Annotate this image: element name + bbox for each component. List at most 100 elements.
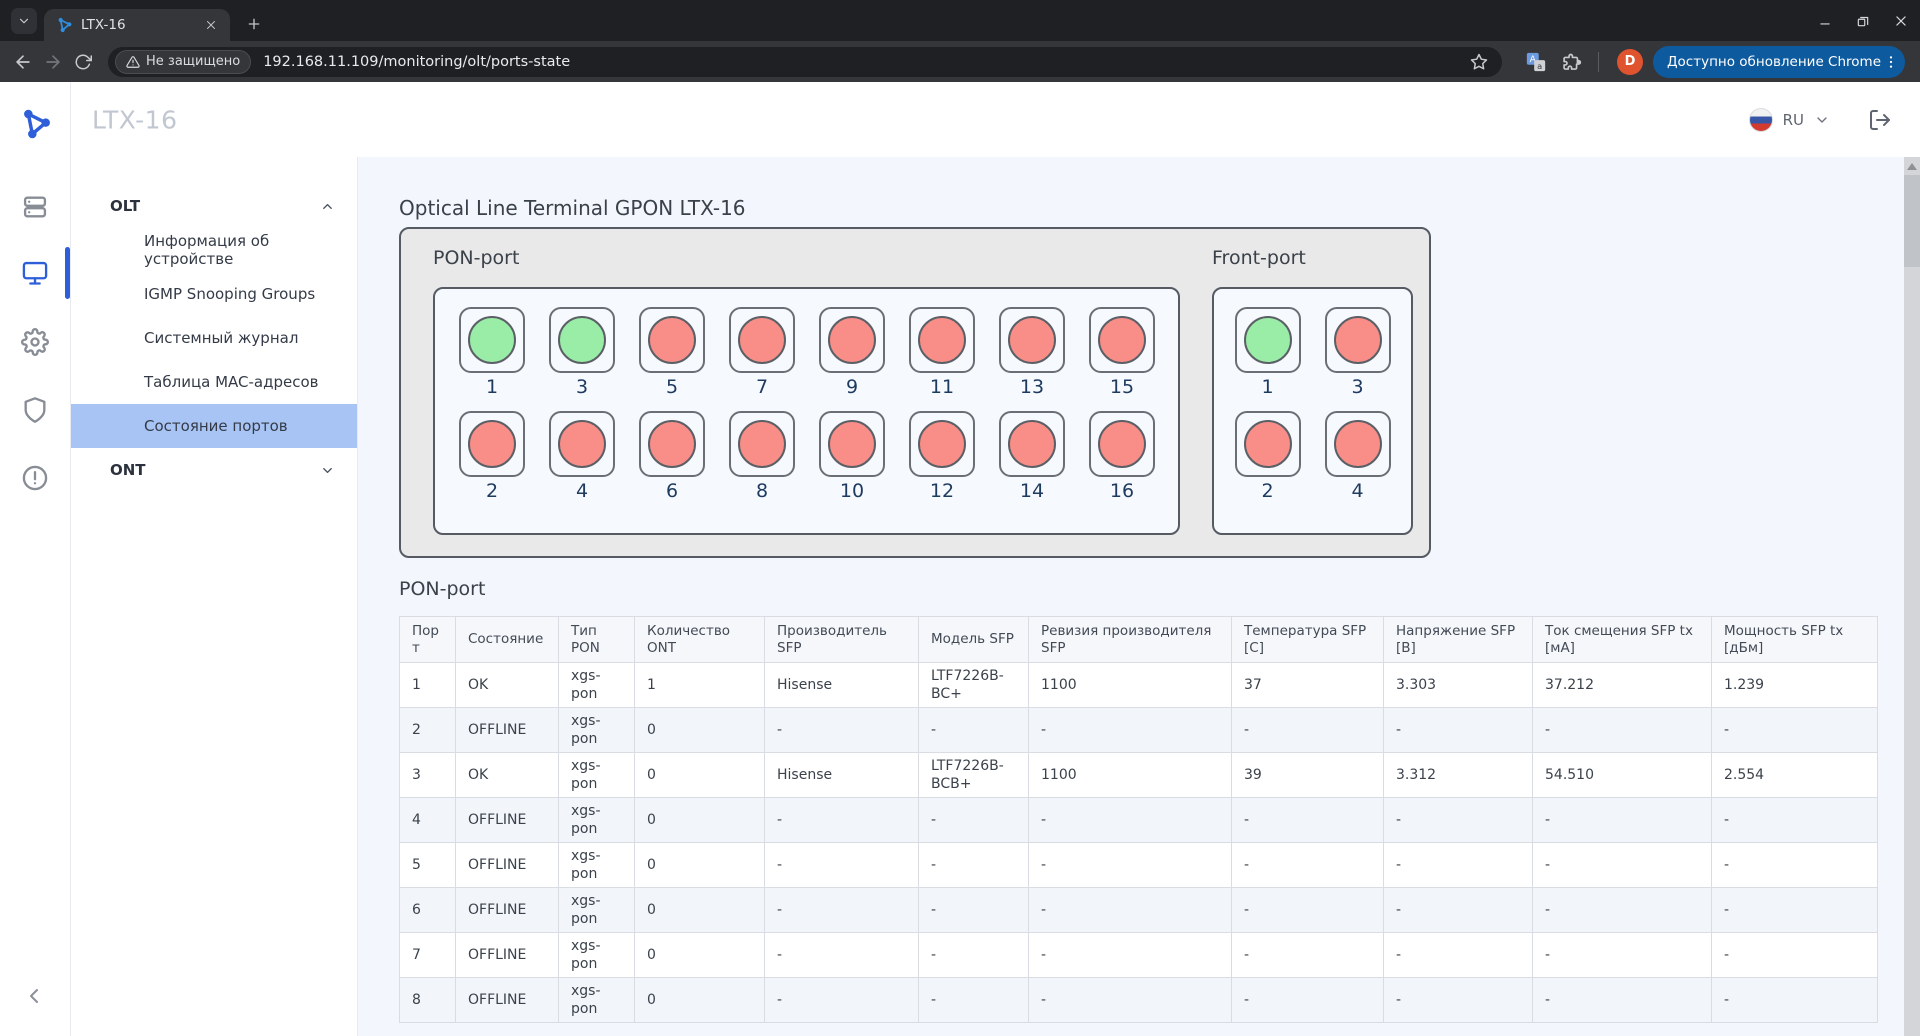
- table-cell: -: [918, 977, 1029, 1023]
- scrollbar-up-arrow[interactable]: [1907, 163, 1917, 170]
- port-cell: 3: [549, 307, 615, 399]
- table-cell: OFFLINE: [455, 977, 559, 1023]
- port-indicator: [549, 307, 615, 373]
- scrollbar-thumb[interactable]: [1904, 175, 1920, 267]
- ports-table: Порт Состояние Тип PON Количество ONT Произв…: [399, 616, 1878, 1023]
- bookmark-star-icon[interactable]: [1470, 53, 1488, 71]
- table-cell: 2: [399, 707, 456, 753]
- port-cell: 8: [729, 411, 795, 503]
- forward-button[interactable]: [40, 49, 66, 75]
- port-status-lamp: [1098, 420, 1146, 468]
- table-cell: xgs-pon: [558, 662, 635, 708]
- table-cell: -: [1028, 887, 1232, 933]
- address-bar[interactable]: Не защищено 192.168.11.109/monitoring/ol…: [108, 46, 1502, 77]
- window-restore-button[interactable]: [1852, 10, 1874, 32]
- table-cell: -: [1711, 887, 1878, 933]
- window-minimize-button[interactable]: [1814, 10, 1836, 32]
- table-cell: -: [764, 797, 919, 843]
- table-cell: 37: [1231, 662, 1384, 708]
- alerts-icon[interactable]: [21, 464, 49, 492]
- browser-menu-icon[interactable]: [1881, 50, 1901, 74]
- table-cell: -: [1231, 887, 1384, 933]
- sidebar-item-label: Системный журнал: [144, 329, 299, 347]
- table-row: 1 OK xgs-pon 1 Hisense LTF7226B-BC+ 1100 37 3.30…: [399, 662, 1878, 708]
- port-indicator: [909, 307, 975, 373]
- new-tab-button[interactable]: [240, 10, 268, 38]
- port-cell: 4: [1324, 411, 1391, 503]
- tab-close-icon[interactable]: [202, 16, 220, 34]
- sidebar-group-olt[interactable]: OLT: [71, 184, 357, 228]
- port-status-lamp: [1333, 316, 1382, 364]
- profile-avatar[interactable]: D: [1617, 48, 1643, 75]
- port-indicator: [459, 411, 525, 477]
- svg-text:a: a: [1537, 60, 1542, 70]
- chevron-up-icon: [320, 199, 335, 214]
- app-header: LTX-16 RU: [0, 82, 1920, 157]
- port-number: 12: [929, 480, 955, 502]
- chevron-down-icon[interactable]: [1814, 112, 1830, 128]
- port-status-lamp: [558, 316, 606, 364]
- table-cell: 37.212: [1532, 662, 1712, 708]
- port-status-lamp: [828, 316, 876, 364]
- sidebar-item-ports-state[interactable]: Состояние портов: [71, 404, 357, 448]
- extensions-puzzle-icon[interactable]: [1560, 50, 1584, 74]
- table-header-row: Порт Состояние Тип PON Количество ONT Произв…: [399, 616, 1878, 663]
- sidebar-group-ont[interactable]: ONT: [71, 448, 357, 492]
- table-cell: OFFLINE: [455, 797, 559, 843]
- port-number: 6: [665, 480, 679, 502]
- table-cell: -: [918, 797, 1029, 843]
- logout-icon[interactable]: [1868, 108, 1892, 132]
- table-cell: -: [764, 707, 919, 753]
- sidebar-item-mac-table[interactable]: Таблица MAC-адресов: [71, 360, 357, 404]
- sidebar-collapse-button[interactable]: [22, 984, 48, 1010]
- port-status-lamp: [1008, 316, 1056, 364]
- table-cell: OFFLINE: [455, 842, 559, 888]
- port-indicator: [1324, 307, 1391, 373]
- port-indicator: [999, 411, 1065, 477]
- devices-icon[interactable]: [21, 193, 49, 221]
- translate-icon[interactable]: A a: [1524, 50, 1548, 74]
- chrome-update-button[interactable]: Доступно обновление Chrome: [1653, 45, 1905, 78]
- table-cell: 7: [399, 932, 456, 978]
- sidebar-item-system-log[interactable]: Системный журнал: [71, 316, 357, 360]
- table-cell: 54.510: [1532, 752, 1712, 798]
- table-cell: Hisense: [764, 662, 919, 708]
- reload-button[interactable]: [70, 49, 96, 75]
- column-header: Напряжение SFP [B]: [1383, 616, 1533, 663]
- language-selector[interactable]: RU: [1782, 110, 1804, 129]
- chevron-down-icon: [320, 463, 335, 478]
- table-cell: -: [1028, 707, 1232, 753]
- sidebar-group-label: OLT: [110, 197, 141, 215]
- page-scrollbar[interactable]: [1904, 157, 1920, 1036]
- settings-gear-icon[interactable]: [21, 328, 49, 356]
- port-number: 2: [1261, 480, 1274, 502]
- sidebar-menu: OLT Информация об устройстве IGMP Snoopi…: [71, 157, 358, 1036]
- security-shield-icon[interactable]: [21, 396, 49, 424]
- sidebar-item-label: IGMP Snooping Groups: [144, 285, 316, 303]
- port-number: 15: [1109, 376, 1135, 398]
- table-cell: -: [1028, 977, 1232, 1023]
- port-status-lamp: [1098, 316, 1146, 364]
- table-cell: 8: [399, 977, 456, 1023]
- table-cell: 6: [399, 887, 456, 933]
- port-status-lamp: [1008, 420, 1056, 468]
- back-button[interactable]: [10, 49, 36, 75]
- port-number: 2: [485, 480, 499, 502]
- table-row: 8 OFFLINE xgs-pon 0- - - - - - -: [399, 977, 1878, 1023]
- monitoring-icon[interactable]: [21, 259, 49, 287]
- toolbar-divider: [1598, 51, 1599, 72]
- table-cell: -: [1711, 842, 1878, 888]
- table-cell: -: [764, 887, 919, 933]
- tab-search-button[interactable]: [11, 8, 37, 34]
- port-number: 4: [575, 480, 589, 502]
- url-text[interactable]: 192.168.11.109/monitoring/olt/ports-stat…: [263, 53, 571, 70]
- sidebar-item-igmp-snooping[interactable]: IGMP Snooping Groups: [71, 272, 357, 316]
- chrome-update-label: Доступно обновление Chrome: [1667, 53, 1881, 70]
- port-indicator: [819, 411, 885, 477]
- browser-tab[interactable]: LTX-16: [44, 9, 230, 41]
- port-cell: 2: [1234, 411, 1301, 503]
- security-chip[interactable]: Не защищено: [115, 49, 252, 74]
- window-close-button[interactable]: [1890, 10, 1912, 32]
- sidebar-item-device-info[interactable]: Информация об устройстве: [71, 228, 357, 272]
- port-number: 13: [1019, 376, 1045, 398]
